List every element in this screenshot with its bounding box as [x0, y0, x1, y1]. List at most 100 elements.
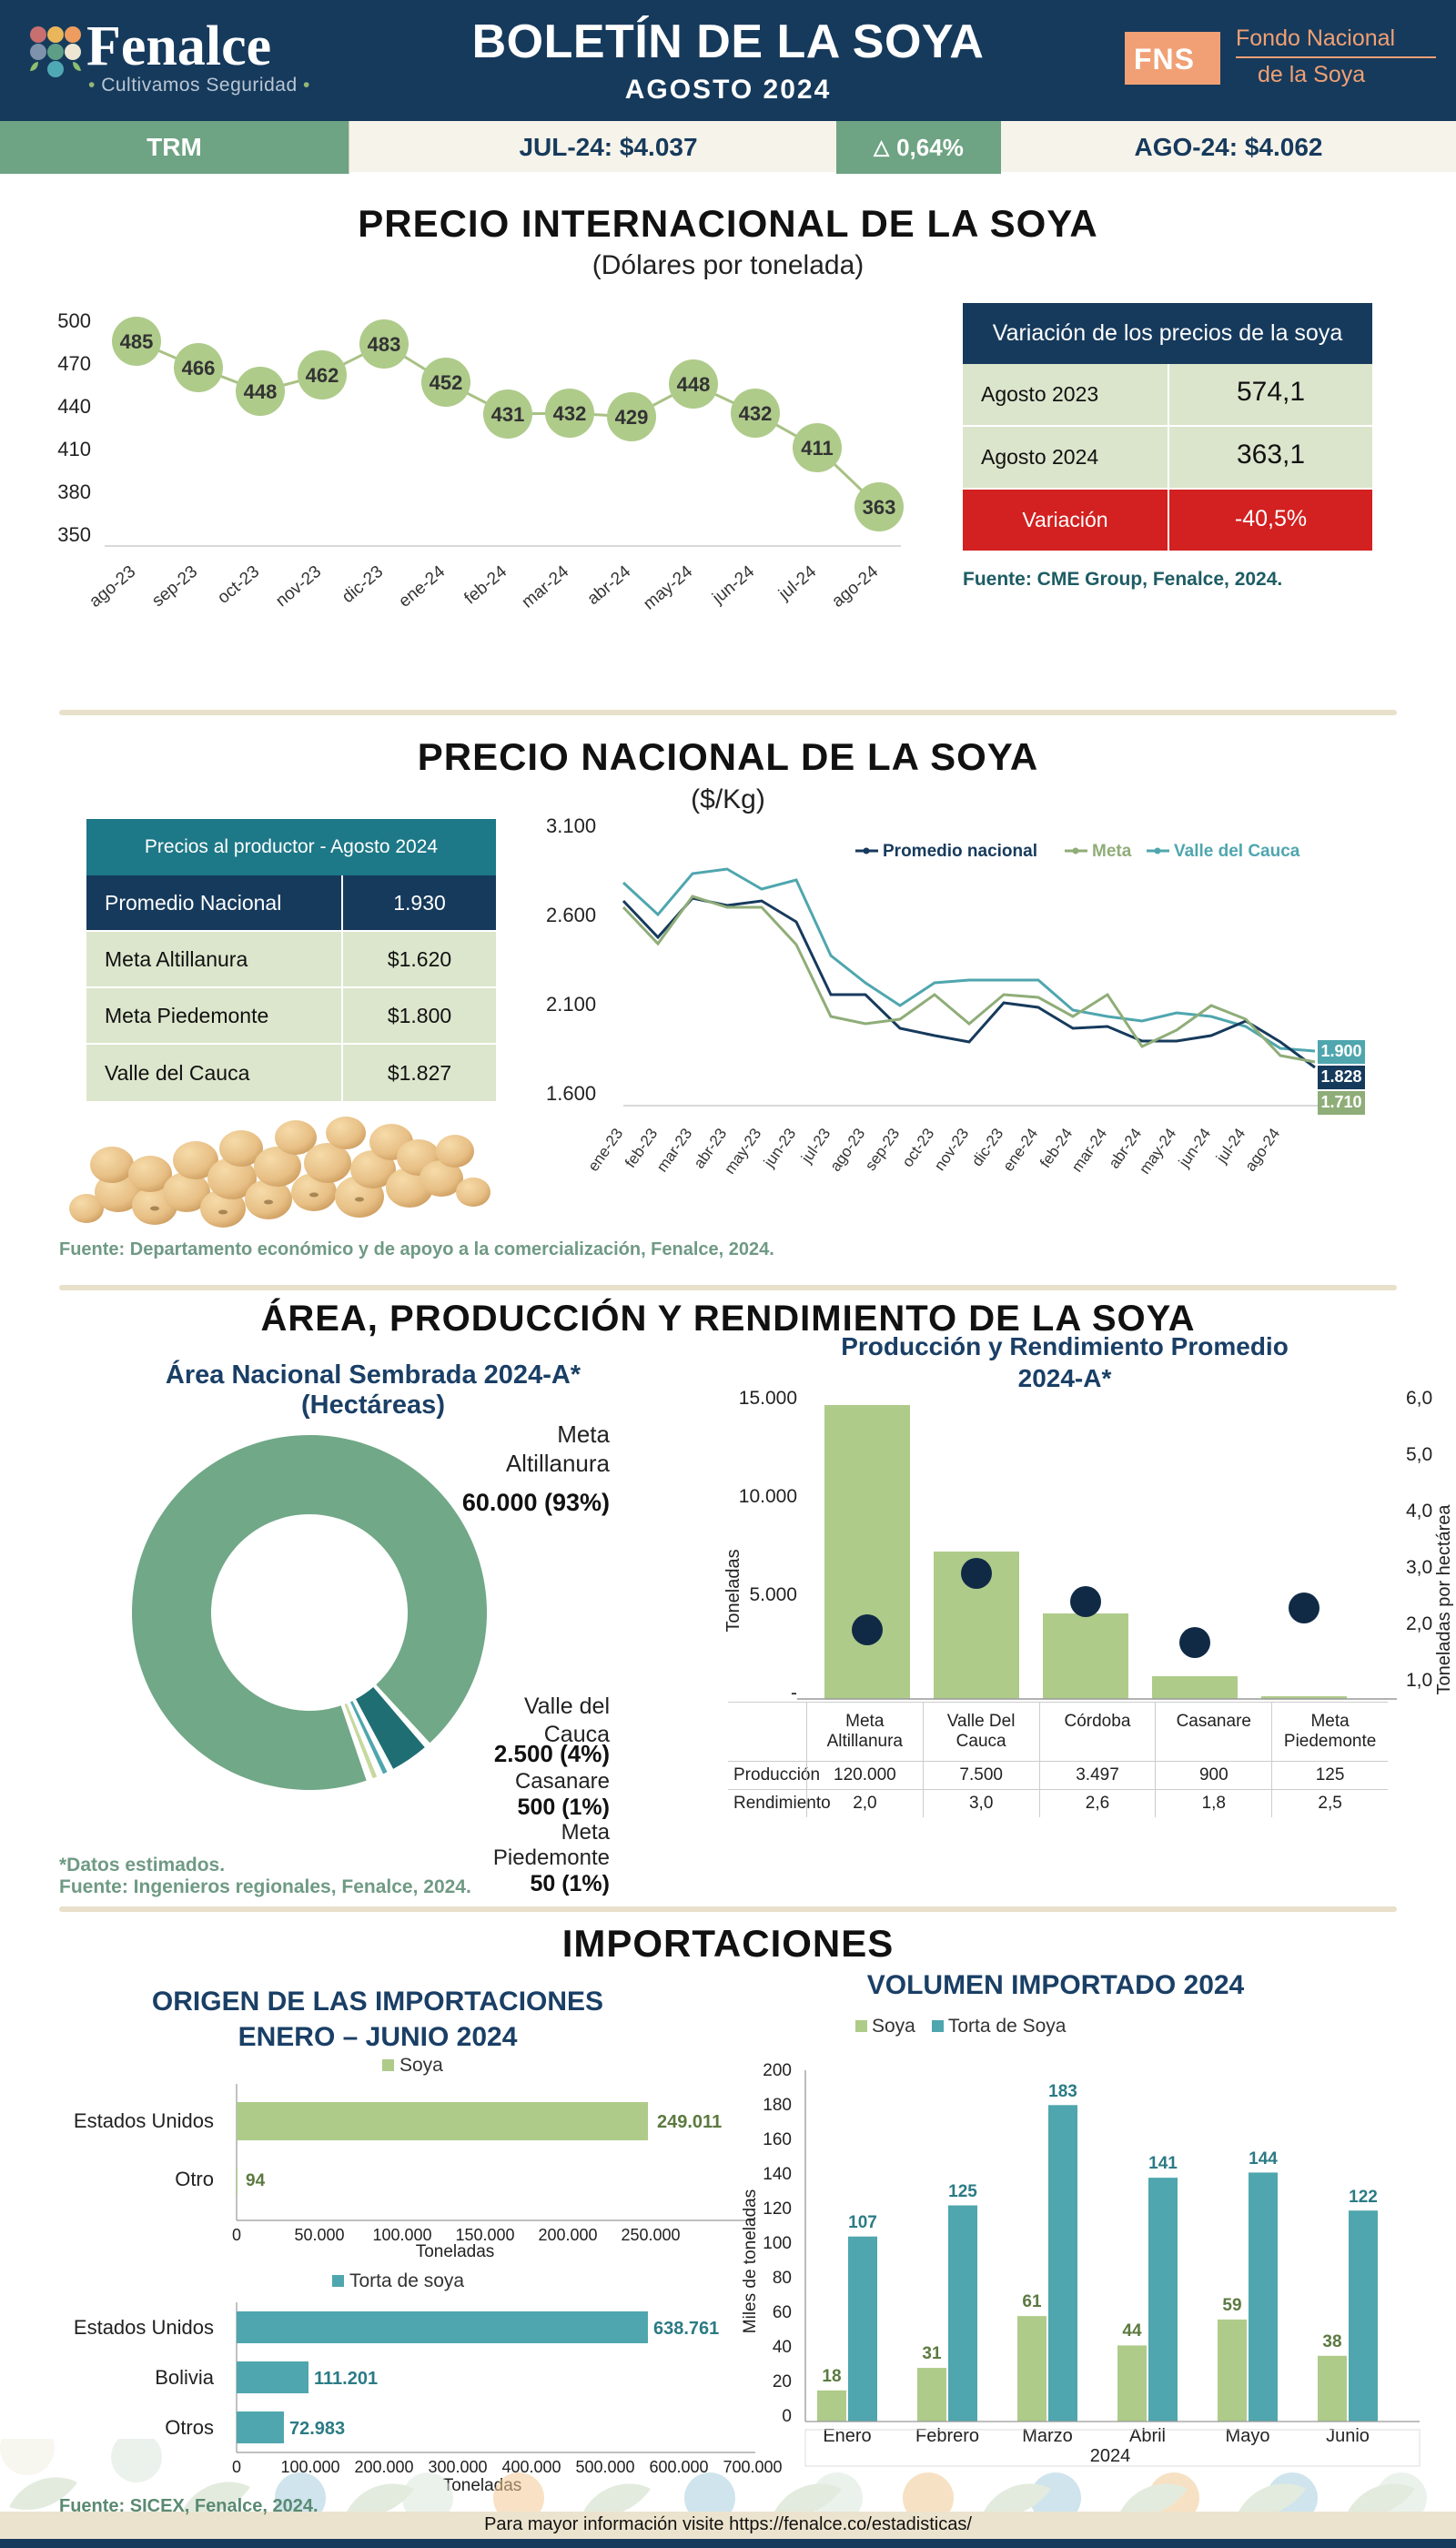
- svg-text:31: 31: [922, 2344, 942, 2363]
- svg-text:ago-23: ago-23: [86, 562, 139, 612]
- svg-text:3.100: 3.100: [546, 814, 596, 837]
- svg-text:40: 40: [773, 2338, 792, 2357]
- svg-text:dic-23: dic-23: [339, 562, 387, 607]
- svg-text:mar-23: mar-23: [653, 1125, 695, 1175]
- svg-text:Toneladas: Toneladas: [416, 2242, 495, 2261]
- svg-text:250.000: 250.000: [621, 2226, 680, 2244]
- svg-text:3,0: 3,0: [1406, 1557, 1432, 1578]
- svg-text:1.900: 1.900: [1320, 1042, 1361, 1060]
- svg-text:432: 432: [739, 402, 773, 425]
- svg-text:nov-23: nov-23: [931, 1125, 972, 1173]
- svg-text:oct-23: oct-23: [214, 562, 263, 608]
- svg-text:Toneladas por hectárea: Toneladas por hectárea: [1434, 1504, 1454, 1695]
- svg-text:ago-24: ago-24: [1241, 1125, 1283, 1174]
- svg-text:Otro: Otro: [175, 2168, 214, 2190]
- svg-text:1.828: 1.828: [1320, 1067, 1361, 1086]
- svg-text:Abril: Abril: [1129, 2426, 1166, 2446]
- svg-text:mar-24: mar-24: [519, 561, 573, 612]
- svg-text:jul-24: jul-24: [774, 561, 820, 604]
- svg-text:1.600: 1.600: [546, 1082, 596, 1105]
- svg-text:mar-24: mar-24: [1068, 1125, 1110, 1175]
- svg-text:431: 431: [491, 403, 525, 426]
- svg-text:485: 485: [120, 330, 154, 353]
- svg-text:141: 141: [1148, 2154, 1178, 2173]
- svg-text:jun-23: jun-23: [760, 1125, 799, 1170]
- svg-text:18: 18: [822, 2367, 841, 2386]
- svg-text:120: 120: [763, 2199, 792, 2219]
- svg-text:1,0: 1,0: [1406, 1670, 1432, 1691]
- svg-text:Junio: Junio: [1326, 2426, 1370, 2446]
- svg-text:448: 448: [677, 373, 711, 396]
- svg-text:125: 125: [948, 2182, 977, 2201]
- svg-text:80: 80: [773, 2269, 792, 2288]
- svg-text:ago-24: ago-24: [828, 561, 882, 611]
- svg-text:nov-23: nov-23: [272, 562, 325, 611]
- svg-text:200.000: 200.000: [538, 2226, 597, 2244]
- svg-text:500: 500: [57, 309, 91, 332]
- svg-text:0: 0: [232, 2226, 241, 2244]
- svg-text:0: 0: [782, 2407, 792, 2426]
- svg-text:470: 470: [57, 352, 91, 375]
- svg-text:Estados Unidos: Estados Unidos: [74, 2316, 214, 2339]
- svg-text:452: 452: [430, 371, 463, 394]
- svg-text:Bolivia: Bolivia: [155, 2366, 215, 2389]
- svg-text:sep-23: sep-23: [148, 562, 201, 611]
- svg-text:15.000: 15.000: [739, 1388, 797, 1409]
- svg-text:38: 38: [1322, 2332, 1341, 2351]
- svg-text:jun-24: jun-24: [1175, 1125, 1214, 1170]
- svg-text:-: -: [791, 1683, 797, 1704]
- svg-text:5.000: 5.000: [749, 1584, 797, 1605]
- svg-text:may-24: may-24: [1136, 1125, 1179, 1177]
- svg-text:Otros: Otros: [165, 2416, 214, 2439]
- svg-text:Mayo: Mayo: [1226, 2426, 1270, 2446]
- svg-text:160: 160: [763, 2130, 792, 2149]
- svg-text:144: 144: [1249, 2149, 1278, 2169]
- svg-text:107: 107: [848, 2213, 877, 2232]
- svg-text:Marzo: Marzo: [1022, 2426, 1073, 2446]
- svg-text:61: 61: [1022, 2292, 1042, 2311]
- svg-text:350: 350: [57, 523, 91, 546]
- svg-text:638.761: 638.761: [653, 2319, 719, 2339]
- svg-text:6,0: 6,0: [1406, 1388, 1432, 1409]
- svg-text:4,0: 4,0: [1406, 1501, 1432, 1522]
- svg-text:100: 100: [763, 2234, 792, 2253]
- svg-text:Toneladas: Toneladas: [723, 1549, 743, 1632]
- svg-text:111.201: 111.201: [314, 2369, 378, 2389]
- svg-text:466: 466: [182, 357, 216, 379]
- svg-text:150.000: 150.000: [455, 2226, 514, 2244]
- svg-text:feb-24: feb-24: [460, 561, 511, 608]
- svg-text:410: 410: [57, 438, 91, 460]
- svg-text:60: 60: [773, 2303, 792, 2322]
- svg-text:Febrero: Febrero: [915, 2426, 979, 2446]
- svg-text:jun-24: jun-24: [708, 561, 758, 608]
- svg-text:Valle del Cauca: Valle del Cauca: [1174, 842, 1300, 861]
- svg-text:94: 94: [246, 2171, 266, 2190]
- svg-text:Promedio nacional: Promedio nacional: [883, 842, 1037, 861]
- svg-text:363: 363: [863, 496, 896, 519]
- svg-text:440: 440: [57, 395, 91, 418]
- svg-text:ene-23: ene-23: [584, 1125, 626, 1174]
- svg-text:2,0: 2,0: [1406, 1613, 1432, 1634]
- svg-text:Meta: Meta: [1092, 842, 1132, 861]
- svg-text:122: 122: [1349, 2188, 1378, 2207]
- svg-text:429: 429: [615, 406, 649, 429]
- svg-text:20: 20: [773, 2372, 792, 2391]
- svg-text:100.000: 100.000: [372, 2226, 431, 2244]
- svg-text:sep-23: sep-23: [862, 1125, 903, 1173]
- svg-text:462: 462: [306, 364, 339, 387]
- svg-text:59: 59: [1222, 2296, 1241, 2315]
- svg-text:432: 432: [553, 402, 587, 425]
- svg-text:380: 380: [57, 480, 91, 503]
- svg-text:Miles de toneladas: Miles de toneladas: [741, 2189, 760, 2333]
- svg-text:50.000: 50.000: [294, 2226, 344, 2244]
- svg-text:411: 411: [801, 437, 834, 460]
- svg-text:180: 180: [763, 2096, 792, 2115]
- svg-text:10.000: 10.000: [739, 1486, 797, 1507]
- svg-text:72.983: 72.983: [289, 2419, 345, 2439]
- svg-text:249.011: 249.011: [657, 2112, 722, 2132]
- svg-text:abr-24: abr-24: [584, 561, 635, 609]
- svg-text:Enero: Enero: [823, 2426, 871, 2446]
- svg-text:2024: 2024: [1090, 2446, 1131, 2466]
- svg-text:ene-24: ene-24: [395, 561, 449, 611]
- svg-text:44: 44: [1122, 2321, 1142, 2341]
